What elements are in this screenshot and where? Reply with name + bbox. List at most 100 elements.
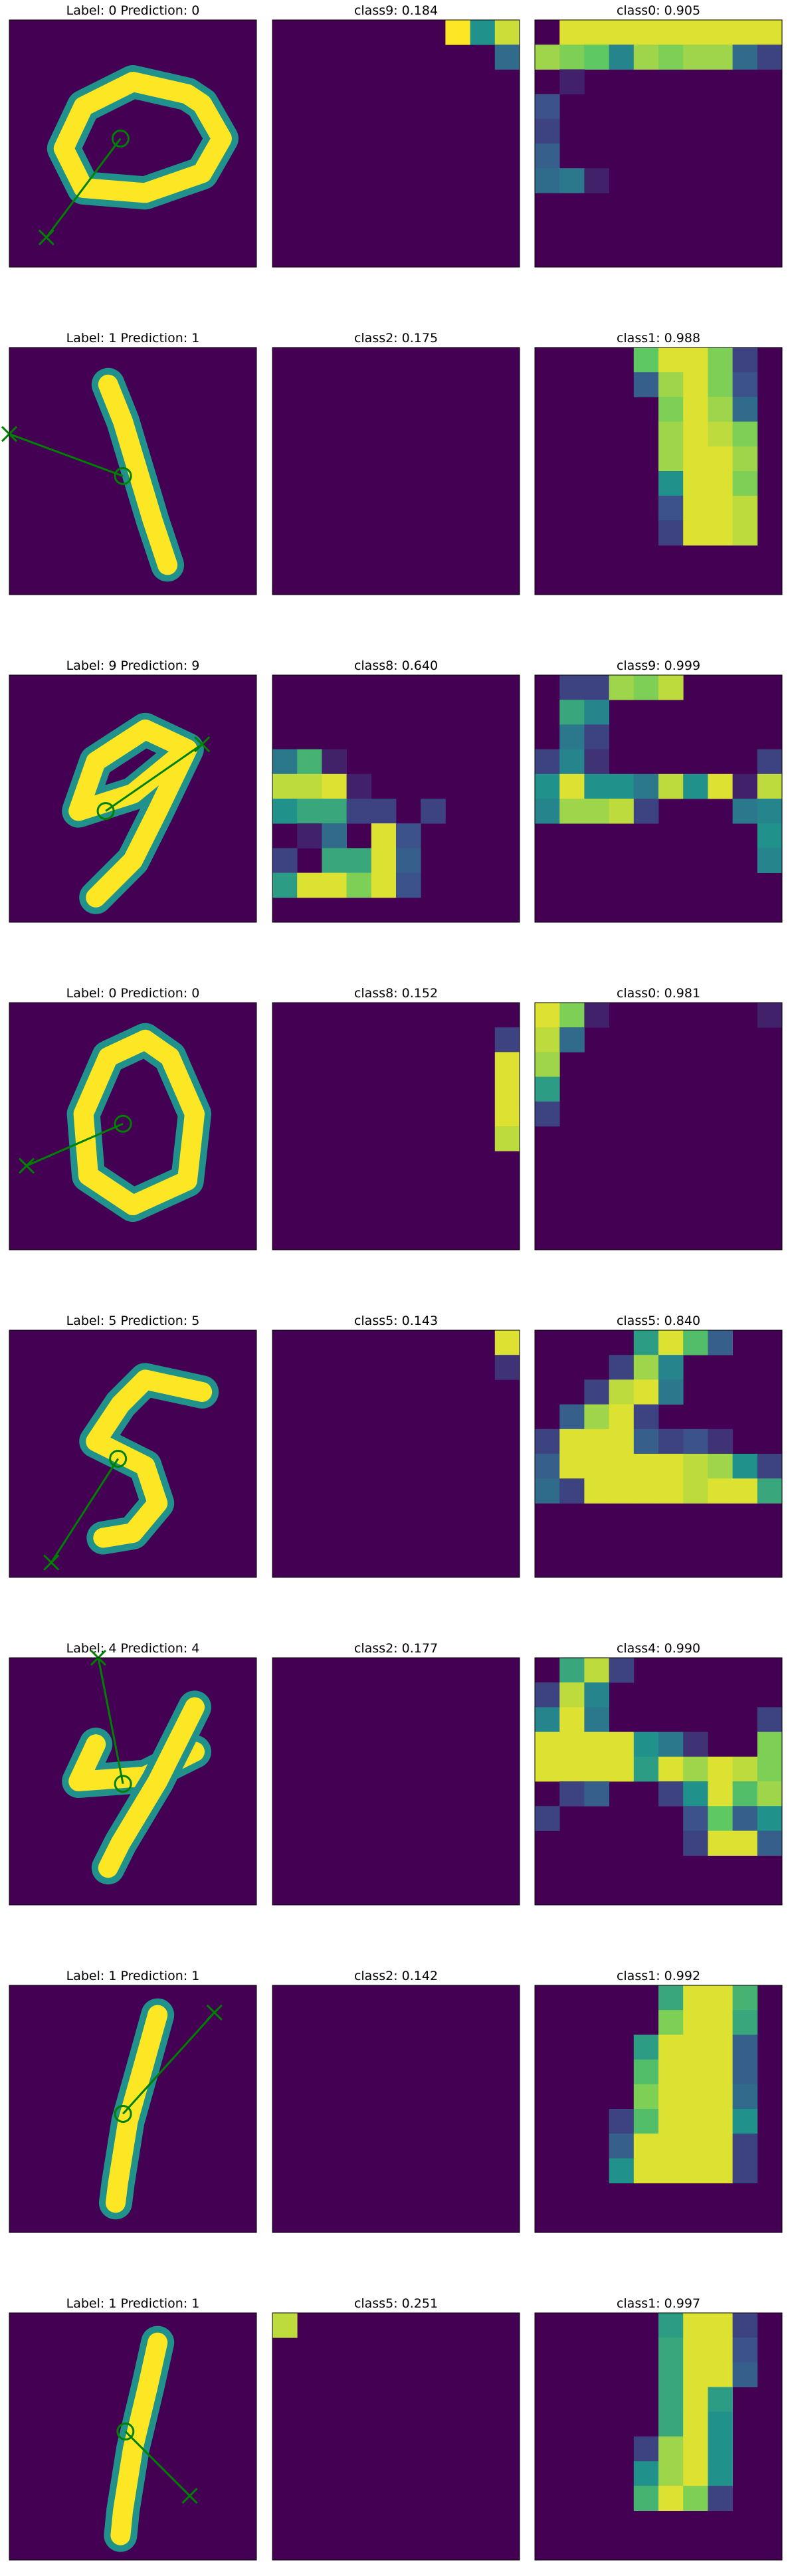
panel-frame: [534, 2312, 783, 2561]
panel-title: class2: 0.177: [354, 1641, 438, 1656]
heatmap-cell: [559, 773, 585, 799]
heatmap-cell: [633, 372, 659, 397]
heatmap-cell: [708, 2337, 733, 2363]
heatmap-cell: [708, 2387, 733, 2413]
heatmap-cell: [683, 1781, 708, 1807]
panel-frame: [9, 19, 257, 268]
heatmap-cell: [708, 421, 733, 447]
heatmap-cell: [494, 45, 520, 70]
heatmap-cell: [658, 1781, 684, 1807]
heatmap-cell: [658, 446, 684, 472]
heatmap-cell: [732, 1756, 758, 1782]
heatmap-cell: [658, 496, 684, 521]
heatmap-cell: [609, 799, 635, 824]
heatmap-cell: [609, 1658, 635, 1683]
heatmap-cell: [683, 2034, 708, 2060]
heatmap-cell: [708, 1454, 733, 1479]
heatmap-cell: [609, 20, 635, 45]
heatmap-cell: [732, 20, 758, 45]
panel-background: [272, 20, 520, 267]
heatmap-cell: [757, 1781, 783, 1807]
panel-title: Label: 0 Prediction: 0: [66, 3, 200, 18]
heatmap-cell: [708, 2158, 733, 2183]
digit-stroke: [68, 719, 197, 908]
heatmap-cell: [708, 2109, 733, 2134]
class-attribution-panel-left: class5: 0.251: [272, 2296, 520, 2561]
heatmap-cell: [494, 1355, 520, 1380]
panel-title: class5: 0.251: [354, 2296, 438, 2311]
heatmap-cell: [272, 872, 298, 898]
panel-frame: [9, 1330, 257, 1578]
heatmap-cell: [658, 1756, 684, 1782]
heatmap-cell: [708, 2084, 733, 2110]
heatmap-cell: [683, 2362, 708, 2387]
heatmap-cell: [683, 2158, 708, 2183]
heatmap-cell: [633, 2486, 659, 2511]
heatmap-cell: [535, 1003, 560, 1028]
digit-stroke: [73, 1029, 205, 1216]
heatmap-cell: [757, 1756, 783, 1782]
heatmap-cell: [584, 1379, 609, 1405]
vector-origin-circle: [109, 1449, 128, 1468]
panel-title: class0: 0.981: [617, 986, 700, 1001]
panel-title: Label: 9 Prediction: 9: [66, 658, 200, 673]
heatmap-cell: [494, 1101, 520, 1127]
heatmap-cell: [658, 2034, 684, 2060]
panel-frame: [272, 347, 520, 595]
vector-end-cross: [206, 2004, 223, 2021]
heatmap-cell: [609, 2133, 635, 2159]
heatmap-cell: [272, 2313, 298, 2338]
heatmap-cell: [683, 2133, 708, 2159]
heatmap-cell: [609, 45, 635, 70]
heatmap-cell: [535, 1429, 560, 1454]
heatmap-cell: [708, 2411, 733, 2437]
class-attribution-panel-right: class1: 0.992: [534, 1969, 783, 2233]
heatmap-cell: [708, 1330, 733, 1355]
panel-frame: [534, 19, 783, 268]
heatmap-cell: [708, 1985, 733, 2011]
heatmap-cell: [535, 1101, 560, 1127]
heatmap-cell: [633, 1404, 659, 1430]
heatmap-cell: [708, 2436, 733, 2462]
heatmap-cell: [708, 2486, 733, 2511]
digit-panel: Label: 0 Prediction: 0: [9, 986, 257, 1250]
panel-title: class0: 0.905: [617, 3, 700, 18]
heatmap-cell: [609, 1732, 635, 1757]
heatmap-cell: [535, 799, 560, 824]
heatmap-cell: [708, 773, 733, 799]
panel-title: class2: 0.175: [354, 331, 438, 346]
vector-end-cross: [43, 1554, 60, 1571]
heatmap-cell: [559, 1756, 585, 1782]
heatmap-cell: [757, 1003, 783, 1028]
heatmap-cell: [757, 1707, 783, 1732]
heatmap-cell: [584, 1003, 609, 1028]
digit-stroke: [110, 2332, 168, 2545]
heatmap-cell: [535, 749, 560, 775]
heatmap-cell: [535, 168, 560, 193]
heatmap-cell: [708, 2034, 733, 2060]
heatmap-cell: [732, 2362, 758, 2387]
heatmap-cell: [683, 2059, 708, 2085]
heatmap-cell: [732, 446, 758, 472]
heatmap-cell: [708, 2059, 733, 2085]
heatmap-cell: [494, 20, 520, 45]
heatmap-cell: [708, 1831, 733, 1856]
panel-frame: [534, 347, 783, 595]
heatmap-cell: [609, 2158, 635, 2183]
heatmap-cell: [658, 2486, 684, 2511]
heatmap-cell: [708, 1756, 733, 1782]
panel-frame: [272, 1657, 520, 1906]
heatmap-cell: [371, 799, 397, 824]
class-attribution-panel-right: class1: 0.988: [534, 331, 783, 595]
heatmap-cell: [494, 1052, 520, 1077]
heatmap-cell: [535, 94, 560, 120]
heatmap-cell: [757, 823, 783, 848]
heatmap-cell: [708, 446, 733, 472]
heatmap-cell: [297, 872, 322, 898]
heatmap-cell: [633, 1429, 659, 1454]
panel-background: [272, 1985, 520, 2232]
heatmap-cell: [535, 1076, 560, 1102]
heatmap-cell: [297, 749, 322, 775]
class-attribution-panel-left: class2: 0.177: [272, 1641, 520, 1906]
heatmap-cell: [683, 446, 708, 472]
